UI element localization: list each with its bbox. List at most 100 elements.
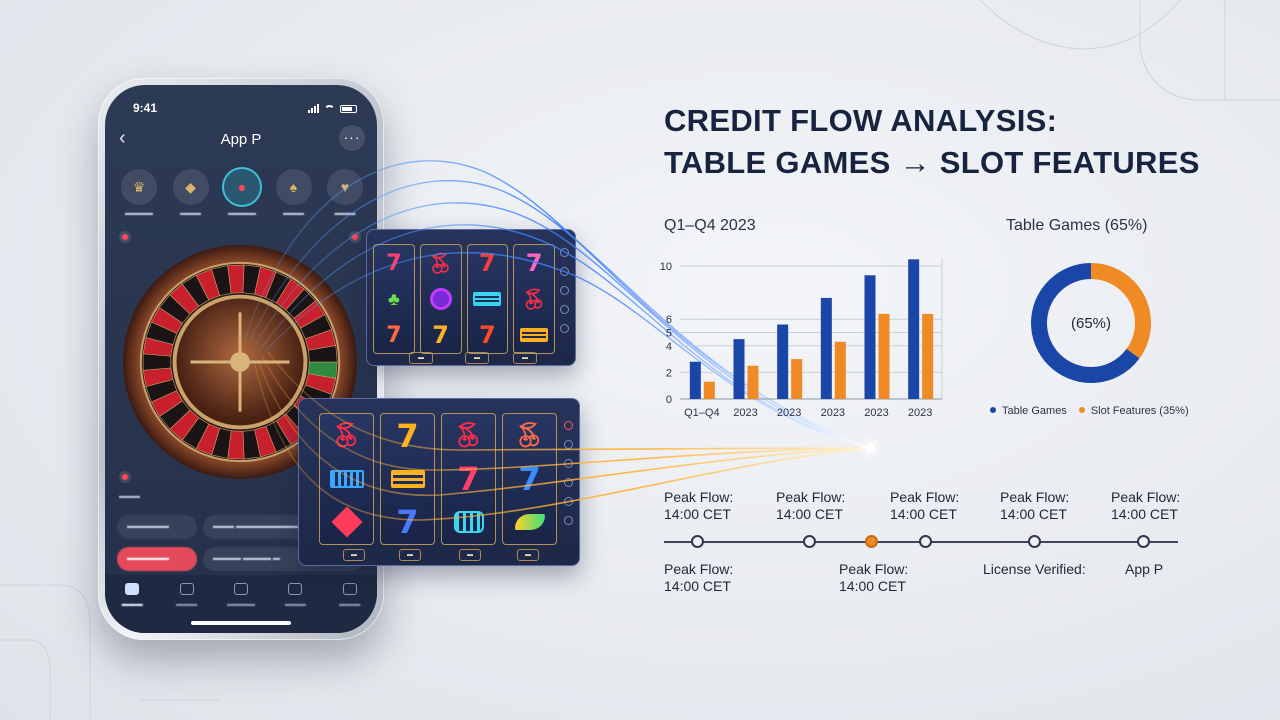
category-item[interactable]: ♠ ▬▬▬ bbox=[270, 169, 318, 217]
category-item[interactable]: ♥ ▬▬▬ bbox=[321, 169, 369, 217]
bar-symbol-icon bbox=[442, 501, 495, 544]
tab-item[interactable]: ▬▬▬ bbox=[271, 583, 319, 633]
category-item-active[interactable]: ● ▬▬▬▬ bbox=[218, 169, 266, 217]
bar-slot-features bbox=[791, 359, 803, 399]
category-item[interactable]: ◆ ▬▬▬ bbox=[167, 169, 215, 217]
timeline-label-bottom: Peak Flow: 14:00 CET bbox=[839, 561, 909, 594]
trophy-icon: ♛ bbox=[121, 169, 157, 205]
slot-side-controls bbox=[560, 248, 569, 333]
place-bet-button[interactable]: ▬▬▬▬▬▬ bbox=[117, 547, 197, 571]
home-indicator bbox=[191, 621, 291, 625]
slot-machine-panel-small[interactable]: 7 ♣ 7 🍒︎ 7 7 7 7 🍒︎ ▬ ▬ ▬ bbox=[366, 229, 576, 366]
timeline-label-top: Peak Flow: 14:00 CET bbox=[664, 489, 734, 522]
seven-symbol-icon: 7 bbox=[518, 459, 541, 498]
timeline-node[interactable] bbox=[1137, 535, 1150, 548]
seven-symbol-icon: 7 bbox=[432, 321, 449, 349]
slot-reel: 🍒︎ bbox=[319, 413, 374, 545]
x-tick-label: 2023 bbox=[864, 407, 888, 419]
tab-item[interactable]: ▬▬▬ bbox=[326, 583, 374, 633]
wallet-icon bbox=[179, 583, 194, 595]
legend-swatch bbox=[990, 407, 996, 413]
timeline-label-bottom: App P bbox=[1125, 561, 1164, 577]
y-tick-label: 10 bbox=[660, 261, 672, 273]
bar-slot-features bbox=[878, 313, 890, 399]
bar-table-games bbox=[820, 297, 832, 399]
bar-chart-subtitle: Q1–Q4 2023 bbox=[664, 217, 756, 234]
page-title: CREDIT FLOW ANALYSIS: TABLE GAMES → SLOT… bbox=[664, 100, 1200, 184]
slot-mini-button[interactable]: ▬ bbox=[409, 352, 433, 364]
back-button[interactable]: ‹ bbox=[119, 127, 126, 149]
battery-icon bbox=[340, 105, 357, 113]
ticket-icon: ◆ bbox=[172, 169, 209, 205]
slot-side-controls bbox=[564, 421, 573, 525]
category-item[interactable]: ♛ ▬▬▬▬ bbox=[115, 169, 163, 217]
legend-item-table-games: Table Games bbox=[990, 405, 1067, 417]
bar-slot-features bbox=[703, 381, 715, 399]
control-dot-icon[interactable] bbox=[564, 421, 573, 430]
slot-mini-button[interactable]: ▬ bbox=[343, 549, 365, 561]
control-dot-icon[interactable] bbox=[560, 324, 569, 333]
timeline-label-bottom: Peak Flow: 14:00 CET bbox=[664, 561, 734, 594]
donut-chart: (65%) bbox=[1031, 263, 1151, 383]
chip-selector[interactable]: ▬▬▬▬▬▬ bbox=[117, 515, 197, 539]
cherry-symbol-icon: 🍒︎ bbox=[521, 288, 547, 311]
cards-icon: ♠ bbox=[275, 169, 312, 205]
timeline-label-top: Peak Flow: 14:00 CET bbox=[776, 489, 846, 522]
title-line-1: CREDIT FLOW ANALYSIS: bbox=[664, 103, 1058, 138]
timeline-node[interactable] bbox=[691, 535, 704, 548]
control-dot-icon[interactable] bbox=[564, 497, 573, 506]
slot-reel: 7 7 bbox=[380, 413, 435, 545]
status-time: 9:41 bbox=[133, 101, 158, 115]
heart-icon: ♥ bbox=[327, 169, 363, 205]
control-dot-icon[interactable] bbox=[560, 305, 569, 314]
donut-center-label: (65%) bbox=[1071, 315, 1111, 332]
cherry-symbol-icon: 🍒︎ bbox=[427, 252, 454, 275]
timeline-node[interactable] bbox=[1028, 535, 1041, 548]
slot-reels: 7 ♣ 7 🍒︎ 7 7 7 7 🍒︎ bbox=[373, 244, 555, 354]
bar-chart: 0 2 4 56 10 Q1–Q4 2023 2023 2023 2023 2023 bbox=[660, 258, 943, 419]
x-tick-label: 2023 bbox=[733, 407, 757, 419]
live-indicator-icon bbox=[119, 471, 131, 483]
slot-reel: 7 7 bbox=[466, 244, 509, 354]
slot-mini-button[interactable]: ▬ bbox=[517, 549, 539, 561]
seven-symbol-icon: 7 bbox=[479, 321, 496, 349]
timeline-node[interactable] bbox=[803, 535, 816, 548]
leaf-symbol-icon bbox=[503, 501, 556, 544]
cherry-symbol-icon: 🍒︎ bbox=[331, 422, 362, 450]
roulette-pocket bbox=[142, 353, 172, 371]
x-tick-label: 2023 bbox=[777, 407, 801, 419]
chat-icon bbox=[233, 583, 248, 595]
timeline-node[interactable] bbox=[919, 535, 932, 548]
control-dot-icon[interactable] bbox=[564, 459, 573, 468]
control-dot-icon[interactable] bbox=[564, 440, 573, 449]
slot-reel: 7 🍒︎ bbox=[513, 244, 555, 354]
tab-home[interactable]: ▬▬▬ bbox=[108, 583, 156, 633]
control-dot-icon[interactable] bbox=[564, 478, 573, 487]
slot-mini-button[interactable]: ▬ bbox=[399, 549, 421, 561]
seven-symbol-icon: 7 bbox=[396, 416, 419, 455]
timeline-label-bottom: License Verified: bbox=[983, 561, 1086, 577]
bar-symbol-icon bbox=[320, 457, 373, 500]
slot-machine-panel-large[interactable]: 🍒︎ 7 7 🍒︎ 7 🍒︎ 7 ▬ ▬ ▬ ▬ bbox=[298, 398, 580, 566]
timeline-node-active[interactable] bbox=[865, 535, 878, 548]
slot-mini-button[interactable]: ▬ bbox=[513, 352, 537, 364]
y-tick-label: 4 bbox=[666, 341, 672, 353]
control-dot-icon[interactable] bbox=[560, 267, 569, 276]
slot-mini-button[interactable]: ▬ bbox=[459, 549, 481, 561]
more-options-button[interactable]: ··· bbox=[339, 125, 365, 151]
status-icons bbox=[308, 104, 357, 113]
cherry-symbol-icon: 🍒︎ bbox=[453, 422, 484, 450]
tab-item[interactable]: ▬▬▬ bbox=[163, 583, 211, 633]
control-dot-icon[interactable] bbox=[560, 248, 569, 257]
y-tick-label: 0 bbox=[666, 394, 672, 406]
seven-symbol-icon: 7 bbox=[525, 249, 543, 277]
slot-mini-button[interactable]: ▬ bbox=[465, 352, 489, 364]
x-tick-label: 2023 bbox=[908, 407, 932, 419]
bar-table-games bbox=[777, 324, 789, 399]
tab-item[interactable]: ▬▬▬▬ bbox=[217, 583, 265, 633]
roulette-icon: ● bbox=[224, 169, 260, 205]
control-dot-icon[interactable] bbox=[560, 286, 569, 295]
control-dot-icon[interactable] bbox=[564, 516, 573, 525]
y-tick-label: 5 bbox=[666, 327, 672, 339]
